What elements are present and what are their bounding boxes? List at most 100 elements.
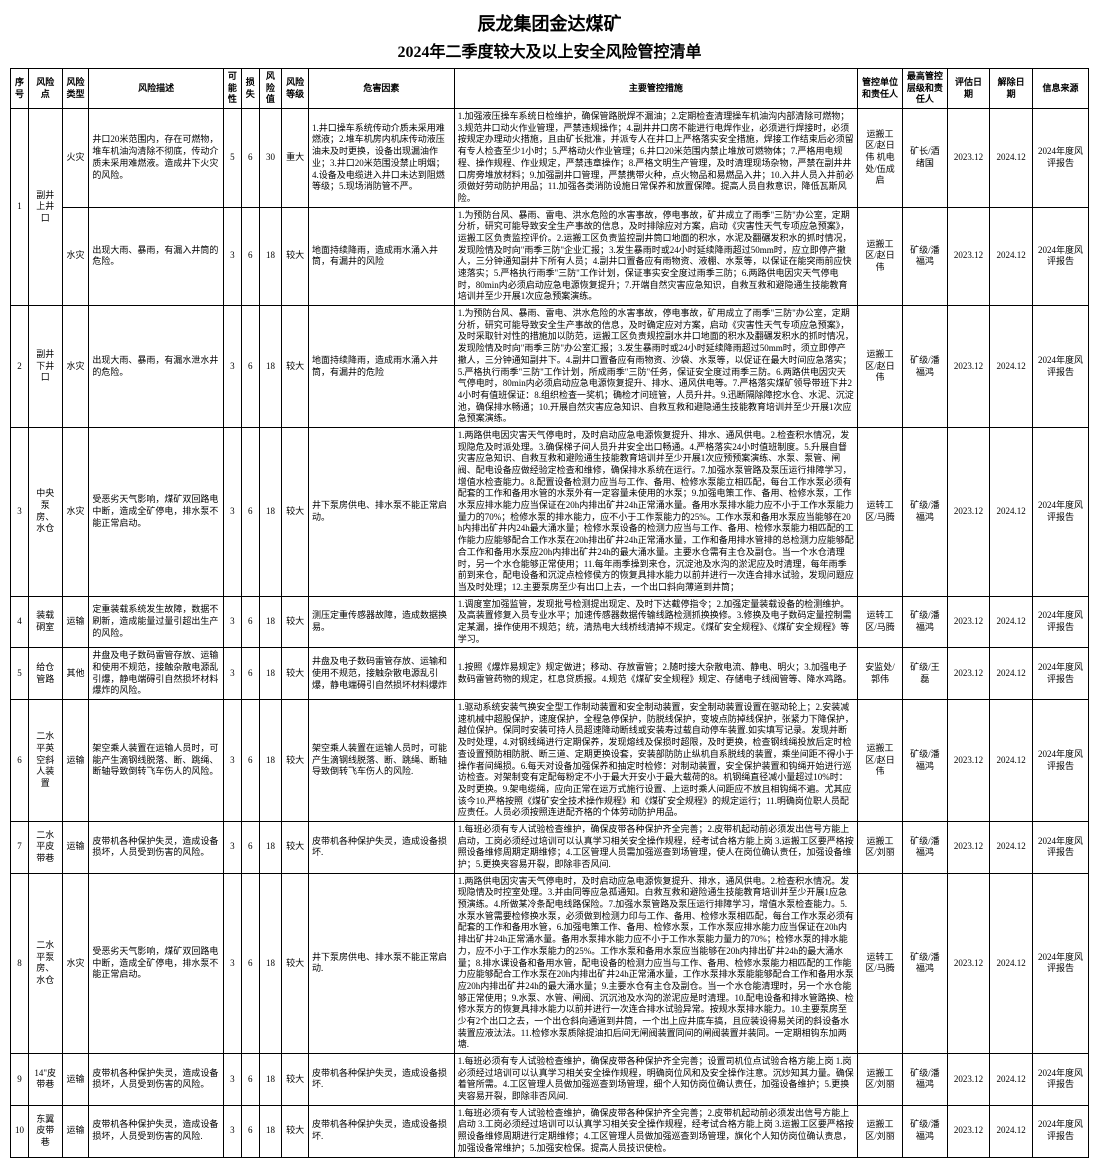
cell-eval: 2023.12 (947, 873, 990, 1053)
cell-desc: 出现大雨、暴雨，有漏入井筒的危险。 (89, 207, 223, 306)
cell-level: 较大 (282, 648, 309, 700)
cell-desc: 皮带机各种保护失灵，造成设备损坏，人员受到伤害的风险. (89, 1105, 223, 1157)
cell-top: 矿级/潘福鸿 (902, 207, 947, 306)
cell-top: 矿级/潘福鸿 (902, 821, 947, 873)
cell-eval: 2023.12 (947, 596, 990, 648)
cell-level: 重大 (282, 109, 309, 208)
cell-src: 2024年度风评报告 (1032, 306, 1088, 428)
header-row: 序号 风险点 风险类型 风险描述 可能性 损失 风险值 风险等级 危害因素 主要… (11, 69, 1089, 109)
cell-risk-point: 14"皮带巷 (28, 1054, 62, 1106)
cell-hazard: 皮带机各种保护失灵，造成设备损坏. (309, 821, 455, 873)
cell-src: 2024年度风评报告 (1032, 873, 1088, 1053)
cell-unit: 运转工区/马腾 (858, 427, 903, 596)
cell-measures: 1.两路供电因灾害天气停电时，及时启动应急电源恢复提升、排水，通风供电。2.检查… (454, 873, 857, 1053)
cell-seq: 9 (11, 1054, 29, 1106)
cell-poss: 3 (223, 207, 241, 306)
cell-type: 运输 (62, 596, 89, 648)
cell-level: 较大 (282, 1105, 309, 1157)
cell-level: 较大 (282, 873, 309, 1053)
cell-unit: 运转工区/马腾 (858, 873, 903, 1053)
cell-measures: 1.为预防台风、暴雨、雷电、洪水危险的水害事故，停电事故，矿用成立了雨季"三防"… (454, 306, 857, 428)
cell-rem: 2024.12 (990, 1105, 1033, 1157)
cell-poss: 3 (223, 306, 241, 428)
cell-src: 2024年度风评报告 (1032, 821, 1088, 873)
cell-unit: 运转工区/马腾 (858, 596, 903, 648)
cell-loss: 6 (241, 700, 259, 822)
cell-val: 18 (259, 821, 281, 873)
cell-val: 18 (259, 306, 281, 428)
cell-poss: 3 (223, 821, 241, 873)
table-row: 6二水平英空斜人装置运输架空乘人装置在运输人员时，可能产生滴钢线脱落、断、跳绳、… (11, 700, 1089, 822)
cell-poss: 3 (223, 596, 241, 648)
cell-hazard: 皮带机各种保护失灵，造成设备损坏. (309, 1105, 455, 1157)
h-unit: 管控单位和责任人 (858, 69, 903, 109)
cell-seq: 7 (11, 821, 29, 873)
cell-seq: 1 (11, 109, 29, 306)
cell-hazard: 地面持续降雨，造成雨水涌入井筒，有漏井的危险 (309, 306, 455, 428)
cell-top: 矿级/潘福鸿 (902, 700, 947, 822)
cell-level: 较大 (282, 1054, 309, 1106)
cell-src: 2024年度风评报告 (1032, 109, 1088, 208)
cell-hazard: 井盘及电子数码雷管存放、运输和使用不规范，接触杂散电源乱引爆，静电端碍引自然损坏… (309, 648, 455, 700)
cell-src: 2024年度风评报告 (1032, 1105, 1088, 1157)
h-poss: 可能性 (223, 69, 241, 109)
cell-top: 矿级/潘福鸿 (902, 306, 947, 428)
cell-top: 矿级/潘福鸿 (902, 873, 947, 1053)
table-row: 4装载硐室运输定重装载系统发生故障，数据不刷新，造成能量过量引超出生产的风险。3… (11, 596, 1089, 648)
h-val: 风险值 (259, 69, 281, 109)
cell-poss: 3 (223, 427, 241, 596)
table-row: 3 中央泵房、水仓水灾受恶劣天气影响，煤矿双回路电中断，造成全矿停电，排水泵不能正… (11, 427, 1089, 596)
cell-measures: 1.每班必须有专人试验检查维护，确保皮带各种保护齐全完善；设置司机位点试验合格方… (454, 1054, 857, 1106)
cell-rem: 2024.12 (990, 596, 1033, 648)
cell-desc: 受恶劣天气影响，煤矿双回路电中断，造成全矿停电，排水泵不能正常启动。 (89, 427, 223, 596)
cell-measures: 1.两路供电因灾害天气停电时，及时启动应急电源恢复提升、排水、通风供电。2.检查… (454, 427, 857, 596)
cell-eval: 2023.12 (947, 1054, 990, 1106)
cell-rem: 2024.12 (990, 207, 1033, 306)
cell-rem: 2024.12 (990, 821, 1033, 873)
cell-top: 矿级/王磊 (902, 648, 947, 700)
cell-measures: 1.按照《爆炸易规定》规定做进；移动、存放雷管；2.随时接大杂散电流、静电、明火… (454, 648, 857, 700)
h-hazard: 危害因素 (309, 69, 455, 109)
cell-measures: 1.加强液压操车系统日检维护，确保管路脱焊不漏油；2.定期检查清理操车机油沟内部… (454, 109, 857, 208)
cell-hazard: 皮带机各种保护失灵，造成设备损坏. (309, 1054, 455, 1106)
h-point: 风险点 (28, 69, 62, 109)
cell-val: 30 (259, 109, 281, 208)
cell-type: 水灾 (62, 427, 89, 596)
cell-type: 其他 (62, 648, 89, 700)
cell-top: 矿级/潘福鸿 (902, 1054, 947, 1106)
cell-type: 运输 (62, 1054, 89, 1106)
cell-type: 火灾 (62, 109, 89, 208)
cell-measures: 1.调度室加强监管，发现批号检测提出现定、及时下达截停指令；2.加强定量装载设备… (454, 596, 857, 648)
cell-hazard: 地面持续降雨，造成雨水涌入井筒，有漏井的风险 (309, 207, 455, 306)
doc-title-line1: 辰龙集团金达煤矿 (10, 10, 1089, 36)
cell-risk-point: 装载硐室 (28, 596, 62, 648)
cell-poss: 3 (223, 700, 241, 822)
cell-loss: 6 (241, 306, 259, 428)
cell-top: 矿级/潘福鸿 (902, 427, 947, 596)
cell-risk-point: 副井上井口 (28, 109, 62, 306)
cell-risk-point: 二水平皮带巷 (28, 821, 62, 873)
h-measures: 主要管控措施 (454, 69, 857, 109)
h-rem: 解除日期 (990, 69, 1033, 109)
cell-poss: 3 (223, 1054, 241, 1106)
cell-risk-point: 二水平英空斜人装置 (28, 700, 62, 822)
cell-eval: 2023.12 (947, 1105, 990, 1157)
cell-loss: 6 (241, 1105, 259, 1157)
cell-val: 18 (259, 207, 281, 306)
cell-risk-point: 中央泵房、水仓 (28, 427, 62, 596)
h-type: 风险类型 (62, 69, 89, 109)
cell-desc: 架空乘人装置在运输人员时，可能产生滴钢线脱落、断、跳绳、断轴导致倒转飞车伤人的风… (89, 700, 223, 822)
cell-measures: 1.驱动系统安装气换安全型工作制动装置和安全制动装置，安全制动装置设置在驱动轮上… (454, 700, 857, 822)
cell-eval: 2023.12 (947, 306, 990, 428)
cell-rem: 2024.12 (990, 427, 1033, 596)
h-seq: 序号 (11, 69, 29, 109)
cell-desc: 皮带机各种保护失灵，造成设备损坏，人员受到伤害的风险。 (89, 1054, 223, 1106)
cell-desc: 定重装载系统发生故障，数据不刷新，造成能量过量引超出生产的风险。 (89, 596, 223, 648)
cell-eval: 2023.12 (947, 427, 990, 596)
cell-unit: 运搬工区/赵日伟 (858, 700, 903, 822)
cell-rem: 2024.12 (990, 109, 1033, 208)
cell-val: 18 (259, 427, 281, 596)
table-row: 10东翼皮带巷运输皮带机各种保护失灵，造成设备损坏，人员受到伤害的风险.3618… (11, 1105, 1089, 1157)
cell-unit: 运搬工区/赵日伟 (858, 207, 903, 306)
cell-poss: 5 (223, 109, 241, 208)
